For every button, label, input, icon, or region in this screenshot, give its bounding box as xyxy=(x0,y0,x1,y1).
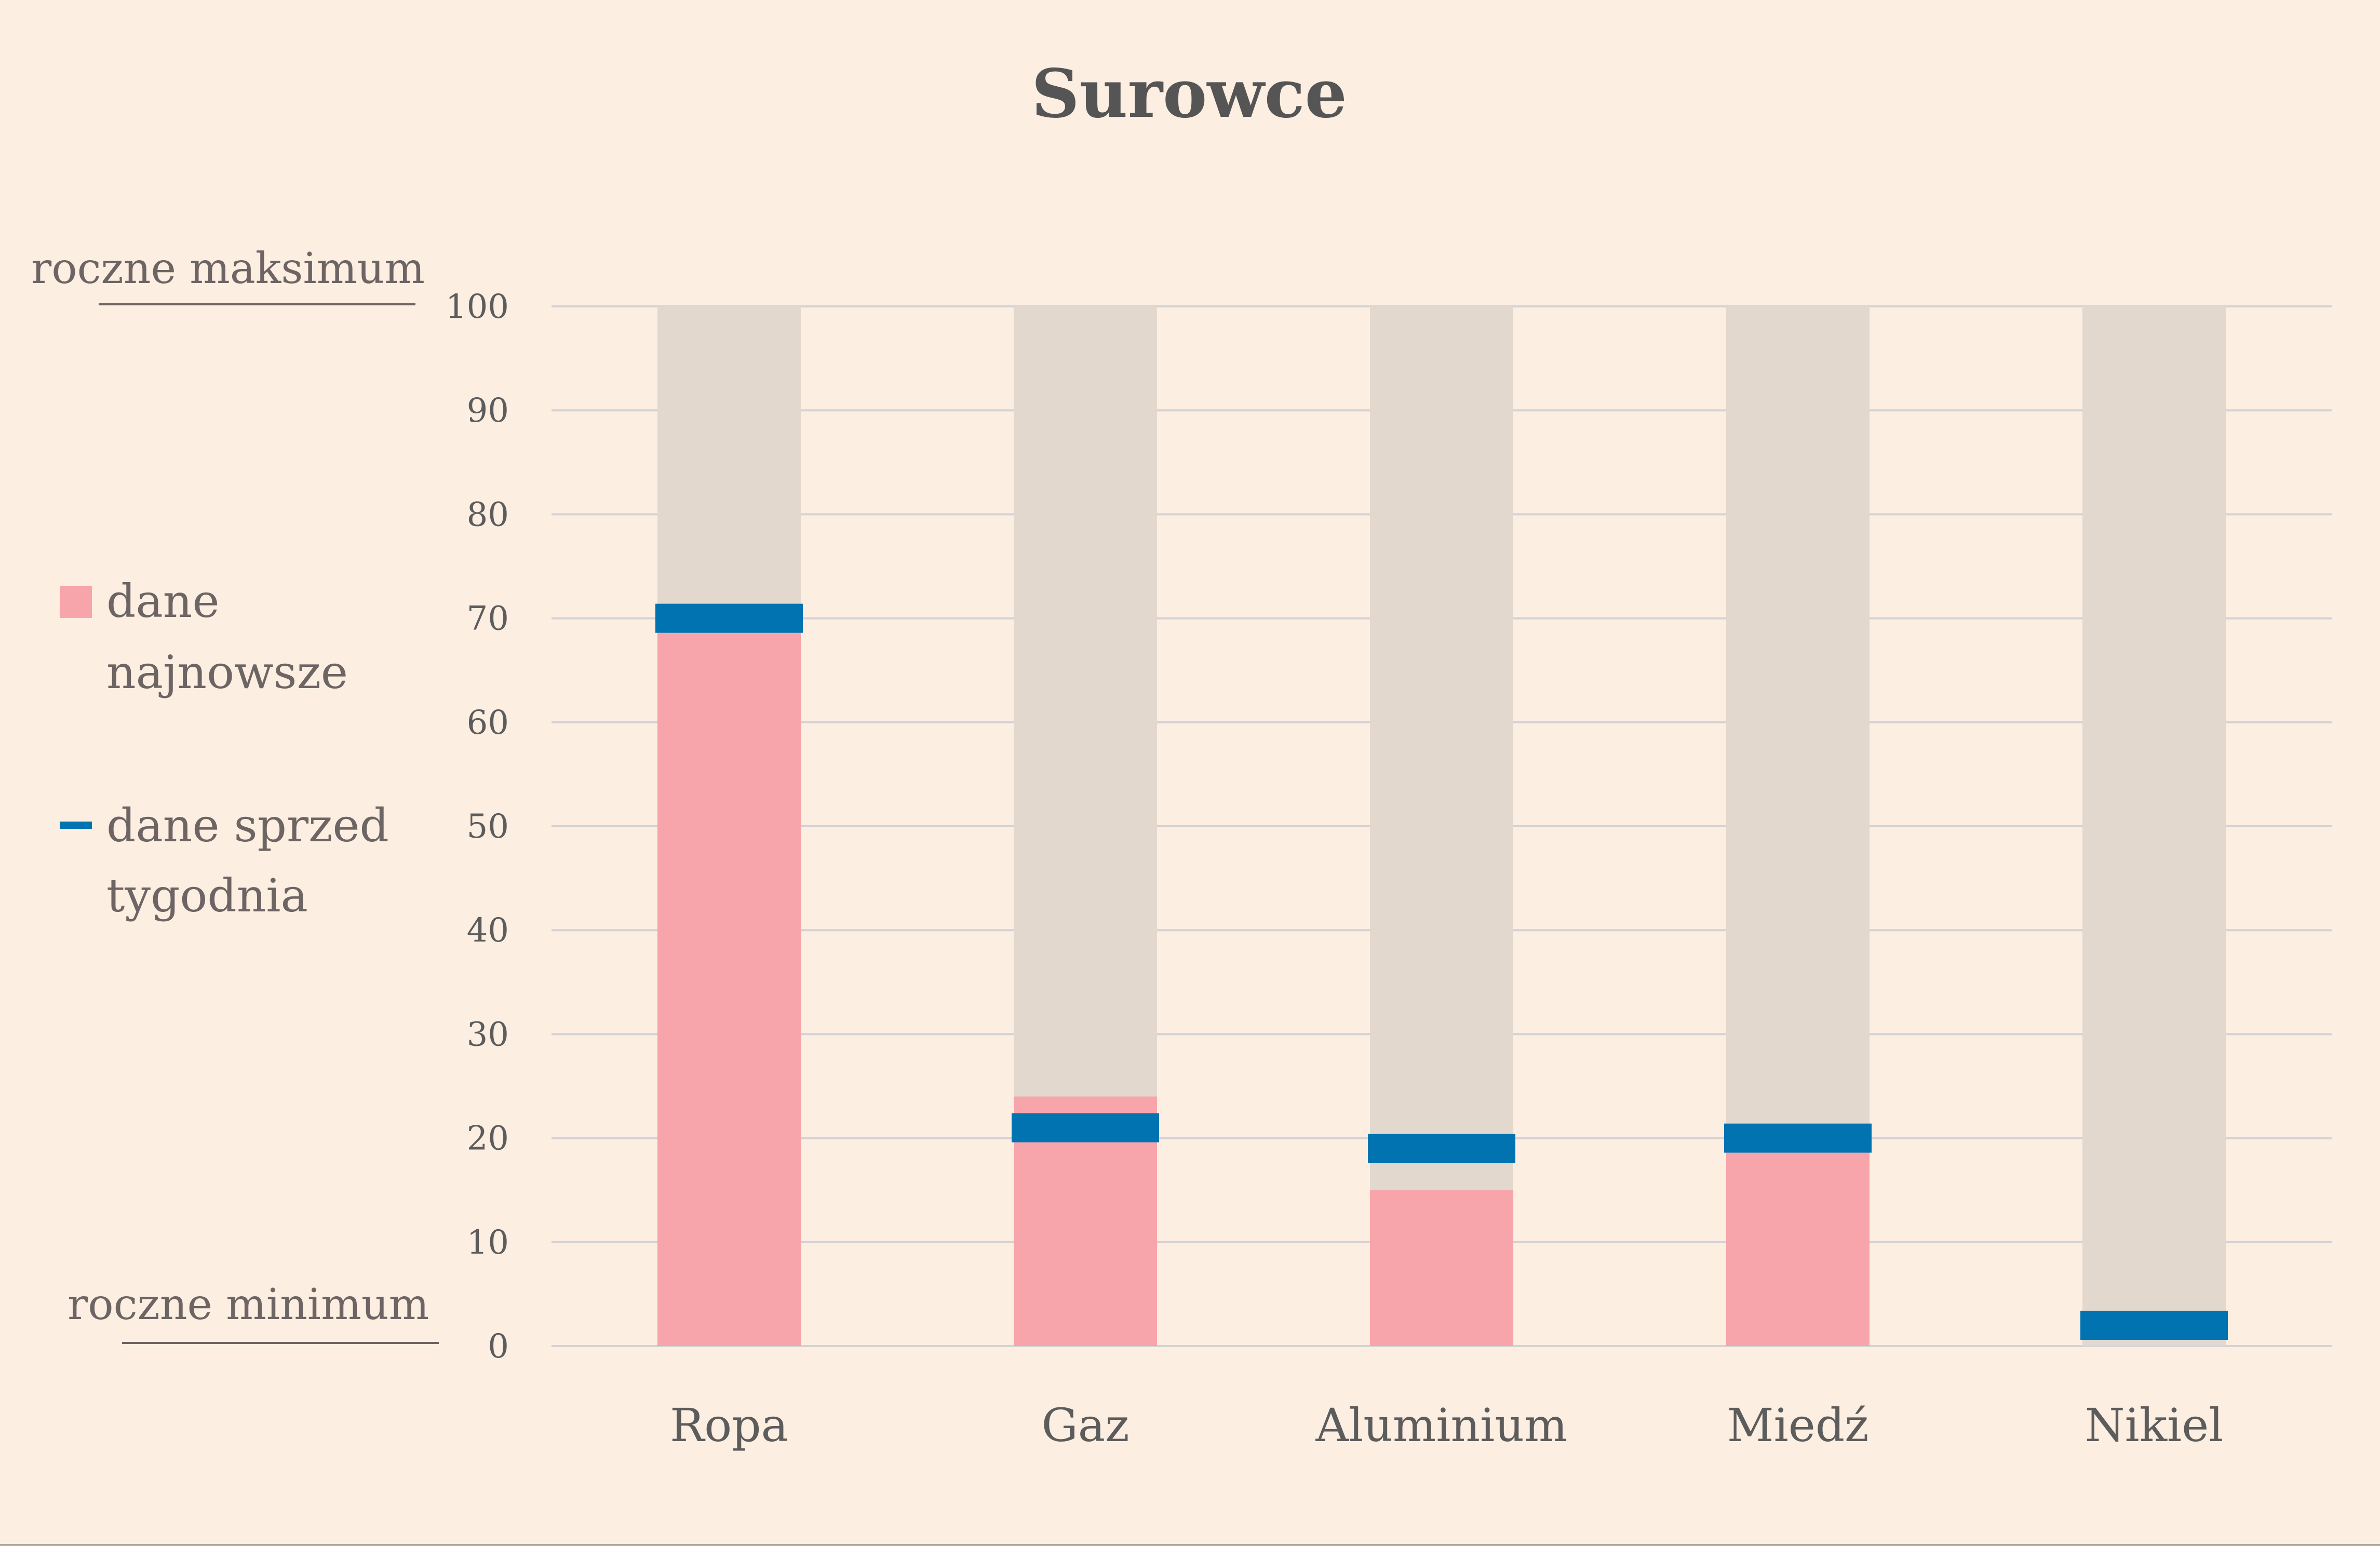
week-ago-marker-nikiel xyxy=(2080,1310,2228,1340)
y-tick-label-80: 80 xyxy=(467,495,509,534)
annotation-annual-max: roczne maksimum xyxy=(31,244,425,293)
range-bar-nikiel xyxy=(2082,306,2226,1346)
week-ago-marker-ropa xyxy=(655,603,803,633)
annotation-annual-min: roczne minimum xyxy=(68,1280,429,1329)
x-category-label-ropa: Ropa xyxy=(670,1399,788,1452)
legend-swatch-latest xyxy=(60,586,92,618)
y-tick-label-0: 0 xyxy=(488,1327,509,1366)
chart-title: Surowce xyxy=(1031,55,1347,133)
legend-label-week-ago-line-1: dane sprzed xyxy=(106,799,389,852)
legend-label-latest-line-2: najnowsze xyxy=(106,646,348,699)
range-bar-aluminium xyxy=(1370,306,1513,1346)
y-tick-label-90: 90 xyxy=(467,392,509,430)
x-category-label-aluminium: Aluminium xyxy=(1315,1399,1568,1452)
x-category-label-gaz: Gaz xyxy=(1041,1399,1129,1452)
y-tick-label-100: 100 xyxy=(446,288,509,326)
week-ago-marker-miedź xyxy=(1724,1123,1872,1153)
y-tick-label-50: 50 xyxy=(467,808,509,846)
latest-bar-ropa xyxy=(657,628,801,1346)
y-axis-tick-labels: 0 10 20 30 40 50 60 70 80 90 100 xyxy=(446,288,509,1366)
y-tick-label-10: 10 xyxy=(467,1224,509,1262)
x-axis-category-labels: Ropa Gaz Aluminium Miedź Nikiel xyxy=(670,1399,2223,1452)
week-ago-markers xyxy=(655,603,2228,1340)
latest-bars xyxy=(657,628,1870,1346)
x-category-label-miedź: Miedź xyxy=(1727,1399,1868,1452)
legend: dane najnowsze dane sprzed tygodnia xyxy=(60,574,389,922)
latest-bar-miedź xyxy=(1726,1148,1870,1346)
week-ago-marker-aluminium xyxy=(1368,1134,1515,1163)
y-tick-label-70: 70 xyxy=(467,600,509,638)
latest-bar-aluminium xyxy=(1370,1190,1513,1346)
y-tick-label-60: 60 xyxy=(467,704,509,742)
y-tick-label-20: 20 xyxy=(467,1120,509,1158)
y-tick-label-30: 30 xyxy=(467,1015,509,1054)
legend-label-week-ago-line-2: tygodnia xyxy=(106,869,308,922)
y-tick-label-40: 40 xyxy=(467,911,509,950)
x-category-label-nikiel: Nikiel xyxy=(2085,1399,2224,1452)
week-ago-marker-gaz xyxy=(1012,1113,1159,1142)
legend-label-latest-line-1: dane xyxy=(106,574,220,628)
legend-swatch-week-ago xyxy=(60,822,92,829)
